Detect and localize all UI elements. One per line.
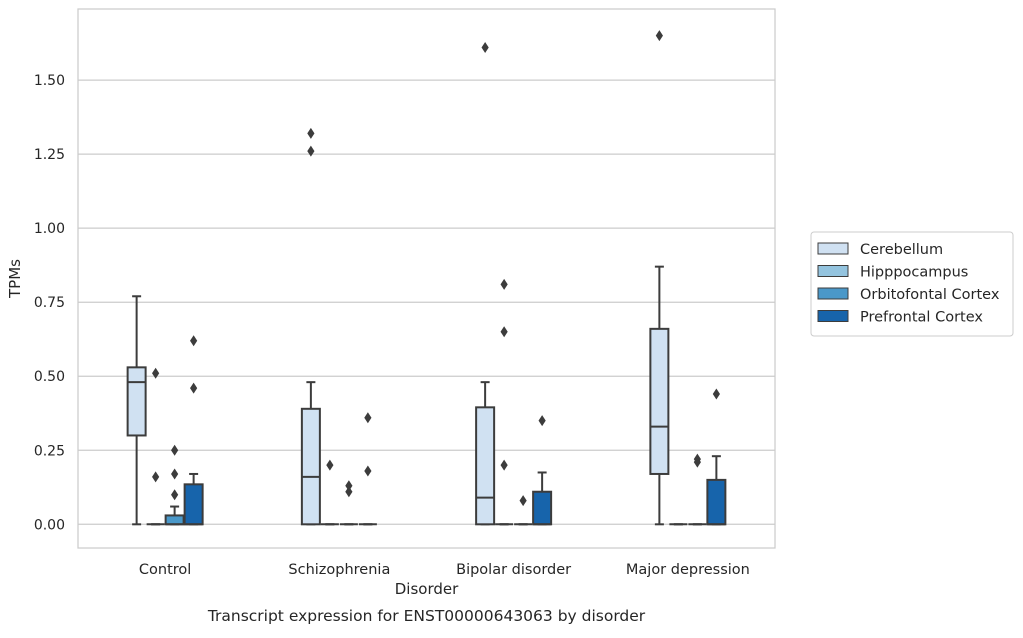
outlier-point — [519, 495, 527, 507]
box-body — [706, 478, 727, 526]
box-layer — [126, 30, 727, 526]
box-body — [183, 483, 204, 526]
box-element — [358, 412, 377, 526]
legend-label: Hipppocampus — [860, 265, 968, 281]
x-tick-label: Bipolar disorder — [456, 562, 571, 578]
grid-layer — [78, 79, 775, 525]
box-body — [300, 407, 321, 526]
box-element — [300, 127, 321, 526]
x-tick-label: Schizophrenia — [288, 562, 390, 578]
outlier-point — [481, 42, 489, 53]
y-tick-label: 1.50 — [34, 73, 65, 89]
outlier-point — [152, 367, 160, 379]
box-element — [514, 495, 533, 526]
outlier-point — [364, 412, 372, 424]
legend-swatch — [817, 242, 849, 255]
y-axis-label: TPMs — [6, 259, 24, 299]
legend-entry: Orbitofontal Cortex — [817, 287, 1000, 303]
outlier-point — [500, 278, 508, 290]
box-element — [532, 415, 553, 526]
outlier-point — [500, 459, 508, 471]
legend-label: Orbitofontal Cortex — [860, 287, 1000, 303]
legend-swatch — [817, 310, 849, 322]
outlier-point — [693, 453, 701, 465]
outlier-point — [171, 444, 179, 456]
box-element — [339, 480, 358, 526]
legend-label: Prefrontal Cortex — [860, 310, 983, 326]
legend-swatch — [817, 265, 849, 277]
box-element — [146, 367, 165, 526]
legend: Cerebellum Hipppocampus Orbitofontal Corte… — [810, 231, 1014, 337]
box-element — [495, 278, 514, 526]
box-element — [320, 459, 339, 526]
x-tick-label: Major depression — [626, 562, 750, 578]
outlier-point — [345, 486, 353, 498]
y-tick-label: 0.75 — [34, 295, 65, 311]
outlier-point — [307, 127, 315, 139]
outlier-point — [712, 388, 720, 400]
outlier-point — [326, 459, 334, 471]
outlier-point — [345, 480, 353, 492]
legend-entry: Prefrontal Cortex — [817, 310, 983, 326]
legend-label: Cerebellum — [860, 242, 943, 258]
y-tick-label: 1.25 — [34, 147, 65, 163]
y-tick-labels: 0.00 0.25 0.50 0.75 1.00 1.25 1.50 — [34, 73, 65, 533]
box-body — [649, 327, 670, 475]
outlier-point — [307, 145, 315, 157]
box-element — [688, 453, 707, 526]
plot-frame — [77, 8, 776, 549]
outlier-point — [364, 465, 372, 477]
outlier-point — [171, 489, 179, 501]
y-tick-label: 0.50 — [34, 369, 65, 385]
box-element — [649, 30, 670, 526]
legend-swatch — [817, 287, 849, 300]
box-body — [475, 406, 496, 526]
outlier-point — [655, 30, 663, 42]
box-element — [706, 388, 727, 526]
outlier-point — [171, 468, 179, 480]
legend-entry: Hipppocampus — [817, 265, 968, 281]
legend-entry: Cerebellum — [817, 242, 943, 258]
y-tick-label: 0.00 — [34, 517, 65, 533]
box-body — [532, 490, 553, 526]
outlier-point — [152, 471, 160, 483]
legend-frame — [810, 231, 1014, 337]
outlier-point — [500, 326, 508, 338]
y-tick-label: 1.00 — [34, 221, 65, 237]
chart-caption: Transcript expression for ENST0000064306… — [207, 607, 646, 625]
outlier-point — [190, 382, 198, 394]
box-element — [183, 335, 204, 526]
x-tick-labels: Control Schizophrenia Bipolar disorder Majo… — [139, 562, 750, 578]
box-element — [475, 42, 496, 526]
x-axis-label: Disorder — [395, 580, 459, 598]
y-tick-label: 0.25 — [34, 443, 65, 459]
outlier-point — [538, 415, 546, 427]
outlier-point — [190, 335, 198, 347]
box-body — [126, 366, 147, 437]
x-tick-label: Control — [139, 562, 191, 578]
box-element — [126, 295, 147, 526]
box-body — [164, 514, 185, 526]
box-element — [164, 444, 185, 526]
